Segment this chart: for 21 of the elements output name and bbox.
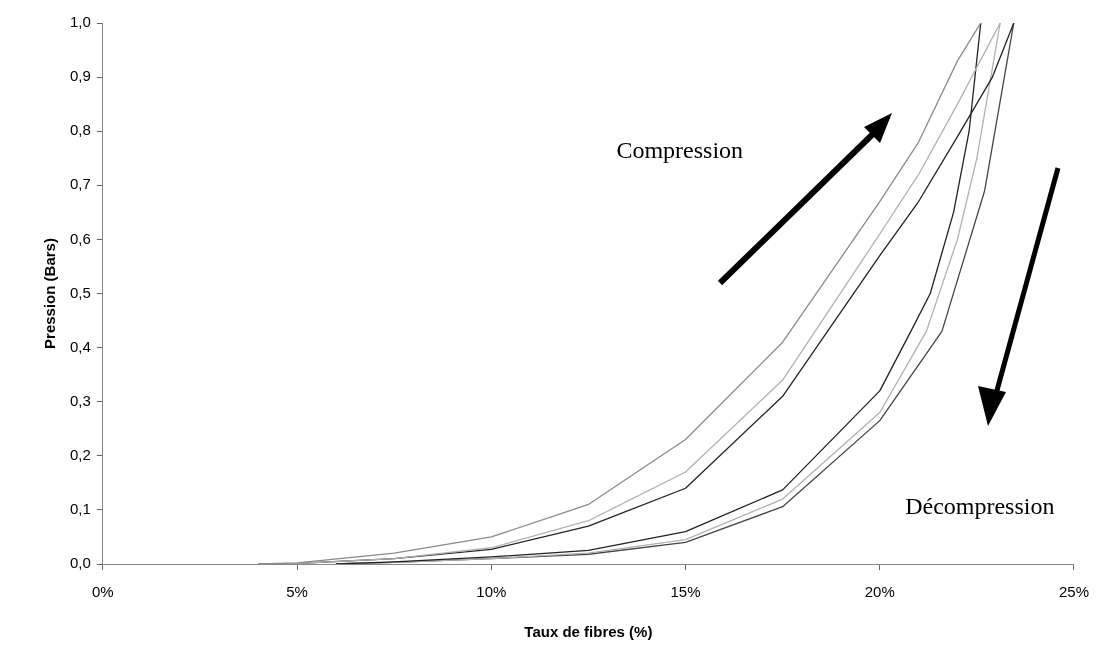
annotation: Compression — [616, 137, 744, 164]
y-tick-label: 0,7 — [69, 175, 91, 193]
x-tick-label: 10% — [476, 583, 507, 601]
y-tick-label: 0,6 — [69, 229, 91, 247]
y-tick-label: 1,0 — [69, 13, 91, 31]
y-tick-label: 0,2 — [69, 445, 91, 463]
annotation: Décompression — [905, 493, 1055, 520]
x-tick-label: 25% — [1058, 583, 1089, 601]
x-tick-label: 15% — [670, 583, 701, 601]
y-tick-label: 0,4 — [69, 337, 91, 355]
y-tick-label: 0,9 — [69, 67, 91, 85]
y-tick-label: 0,1 — [69, 500, 91, 518]
y-axis-title: Pression (Bars) — [41, 238, 59, 349]
x-axis-title: Taux de fibres (%) — [524, 623, 653, 641]
x-tick-label: 20% — [864, 583, 895, 601]
x-tick-label: 5% — [286, 583, 308, 601]
y-tick-label: 0,0 — [69, 554, 91, 572]
y-tick-label: 0,5 — [69, 283, 91, 301]
x-tick-label: 0% — [92, 583, 114, 601]
y-tick-label: 0,3 — [69, 391, 91, 409]
y-tick-label: 0,8 — [69, 121, 91, 139]
